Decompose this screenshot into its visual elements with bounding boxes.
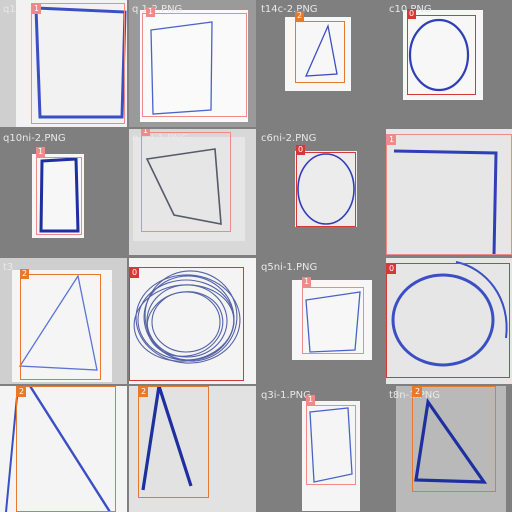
tile-filename: q14i-1.PNG <box>132 133 189 144</box>
class-label: 1 <box>36 147 45 157</box>
grid-tile[interactable]: q 1-2.PNG 1 <box>129 0 256 127</box>
ellipse-sketch <box>403 10 483 100</box>
class-label: 2 <box>295 11 304 21</box>
grid-tile[interactable]: 1 <box>386 129 512 255</box>
grid-tile[interactable]: q5ni-1.PNG 1 <box>258 258 384 384</box>
class-label: 1 <box>141 129 150 136</box>
rectangle-sketch <box>16 0 127 127</box>
detection-box: 1 <box>306 395 356 485</box>
detection-box: 1 <box>31 3 125 124</box>
detection-box: 2 <box>412 386 496 492</box>
tile-filename: q 1-2.PNG <box>132 4 183 15</box>
class-label: 1 <box>387 135 396 145</box>
detection-box: 0 <box>407 9 476 95</box>
detection-box: 1 <box>141 129 231 232</box>
triangle-sketch <box>12 270 112 382</box>
grid-tile[interactable]: t8n-1.PNG 2 <box>386 386 512 512</box>
tile-filename: q5ni-1.PNG <box>261 262 318 273</box>
rectangle-sketch <box>32 154 84 238</box>
grid-tile[interactable]: q1 1 <box>0 0 127 127</box>
detection-box: 1 <box>386 134 512 255</box>
detection-box: 2 <box>138 386 209 498</box>
detection-box: 0 <box>296 145 356 227</box>
grid-tile[interactable]: t3 2 <box>0 258 127 384</box>
grid-tile[interactable]: t14c-2.PNG 2 <box>258 0 384 127</box>
ellipse-sketch <box>295 151 357 227</box>
triangle-sketch <box>129 386 256 512</box>
detection-box: 0 <box>129 267 244 381</box>
grid-tile[interactable]: 2 <box>0 386 127 512</box>
grid-tile[interactable]: q3i-1.PNG 1 <box>258 386 384 512</box>
class-label: 2 <box>139 387 148 397</box>
rectangle-sketch <box>302 401 360 511</box>
class-label: 0 <box>130 268 139 278</box>
class-label: 2 <box>17 387 26 397</box>
circle-sketch <box>391 261 508 367</box>
corner-sketch <box>386 129 512 255</box>
class-label: 2 <box>20 269 29 279</box>
class-label: 1 <box>32 4 41 14</box>
grid-tile[interactable]: c10 PNG 0 <box>386 0 512 127</box>
tile-filename: t3 <box>3 262 14 273</box>
detection-box: 2 <box>295 11 345 83</box>
class-label: 0 <box>407 9 416 19</box>
class-label: 1 <box>302 277 311 287</box>
tile-filename: c6ni-2.PNG <box>261 133 317 144</box>
scribble-sketch <box>133 270 241 364</box>
tile-filename: q1 <box>3 4 16 15</box>
grid-tile[interactable]: q10ni-2.PNG 1 <box>0 129 127 255</box>
detection-box: 0 <box>386 263 510 378</box>
trapezoid-sketch <box>140 10 248 122</box>
class-label: 0 <box>387 264 396 274</box>
detection-box: 2 <box>20 269 101 380</box>
tile-filename: q10ni-2.PNG <box>3 133 66 144</box>
detection-box: 1 <box>302 277 364 354</box>
grid-tile[interactable]: q14i-1.PNG 1 <box>129 129 256 255</box>
quadrilateral-sketch <box>129 129 256 255</box>
class-label: 2 <box>413 387 422 397</box>
detection-box: 1 <box>36 147 82 235</box>
class-label: 1 <box>146 7 155 17</box>
grid-tile[interactable]: c6ni-2.PNG 0 <box>258 129 384 255</box>
detection-box: 2 <box>16 386 116 512</box>
triangle-sketch <box>285 17 351 91</box>
class-label: 0 <box>296 145 305 155</box>
tile-filename: q3i-1.PNG <box>261 390 311 401</box>
grid-tile[interactable]: 0 <box>386 258 512 384</box>
grid-tile[interactable]: 2 <box>129 386 256 512</box>
quadrilateral-sketch <box>292 280 372 360</box>
class-label: 1 <box>306 395 315 405</box>
grid-tile[interactable]: 0 <box>129 258 256 384</box>
tile-filename: t14c-2.PNG <box>261 4 318 15</box>
detection-box: 1 <box>142 7 247 117</box>
